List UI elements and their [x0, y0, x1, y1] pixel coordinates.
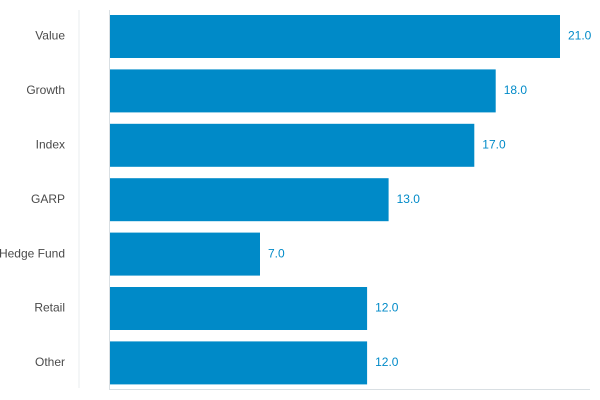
category-label: Growth	[26, 83, 65, 97]
value-label: 12.0	[375, 355, 399, 369]
category-label: Value	[35, 29, 65, 43]
bar-value	[110, 15, 560, 58]
bars-group	[110, 15, 560, 385]
value-label: 21.0	[568, 29, 592, 43]
category-label: Hedge Fund	[0, 246, 65, 260]
category-label: Index	[36, 137, 65, 151]
value-labels-group: 21.0 18.0 17.0 13.0 7.0 12.0 12.0	[268, 29, 592, 369]
bar-other	[110, 341, 368, 385]
value-label: 12.0	[375, 301, 399, 315]
value-label: 17.0	[482, 137, 506, 151]
bar-index	[110, 123, 475, 167]
bar-garp	[110, 178, 389, 222]
value-label: 13.0	[397, 192, 421, 206]
bar-retail	[110, 287, 368, 330]
value-label: 7.0	[268, 246, 285, 260]
category-labels-group: Value Growth Index GARP Hedge Fund Retail Othe…	[0, 29, 65, 369]
category-label: Retail	[34, 301, 65, 315]
category-label: GARP	[31, 192, 65, 206]
bar-hedge-fund	[110, 232, 260, 276]
category-label: Other	[35, 355, 65, 369]
value-label: 18.0	[504, 83, 528, 97]
bar-growth	[110, 69, 496, 113]
